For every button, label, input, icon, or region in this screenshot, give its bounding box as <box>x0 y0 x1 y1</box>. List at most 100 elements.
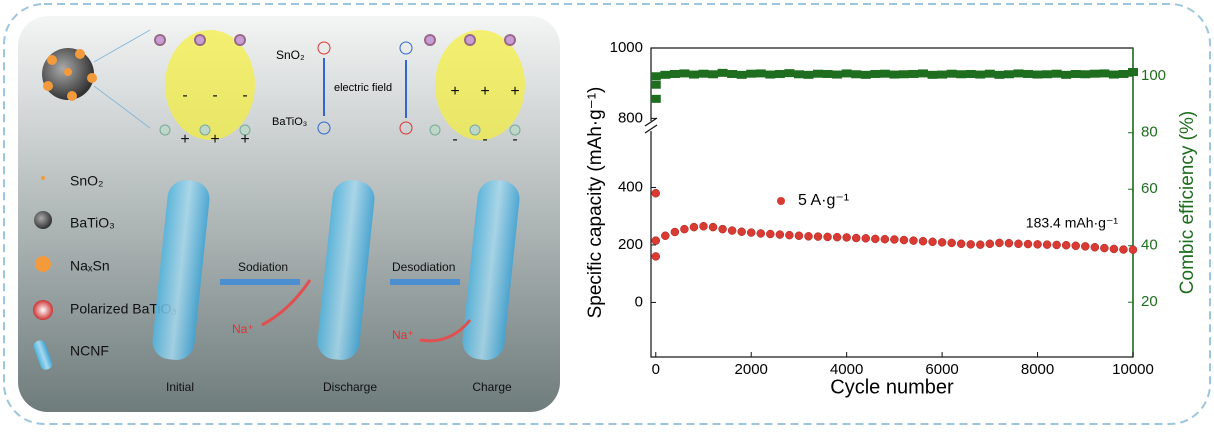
efficiency-point <box>984 69 995 78</box>
efficiency-point <box>727 69 738 78</box>
efficiency-point <box>956 70 967 79</box>
efficiency-point <box>1070 69 1081 78</box>
efficiency-point <box>1080 70 1091 79</box>
arrow-label: Desodiation <box>392 260 455 274</box>
capacity-point <box>1100 243 1109 253</box>
capacity-point <box>976 240 985 249</box>
plot-frame <box>650 47 1134 358</box>
label: BaTiO₃ <box>272 116 307 128</box>
capacity-point <box>651 236 661 245</box>
efficiency-point <box>937 70 948 79</box>
svg-text:+: + <box>180 131 189 148</box>
efficiency-point <box>870 69 881 78</box>
x-tick-label: 8000 <box>1021 361 1054 378</box>
capacity-point <box>1014 239 1023 249</box>
capacity-point <box>1033 240 1042 249</box>
legend-label: NCNF <box>70 343 109 359</box>
capacity-point <box>928 237 937 247</box>
y2-tick-label: 100 <box>1141 67 1166 84</box>
efficiency-point <box>1003 70 1014 79</box>
svg-text:+: + <box>450 83 459 100</box>
capacity-point <box>1119 245 1128 254</box>
efficiency-point <box>889 70 900 79</box>
capacity-point <box>1081 242 1090 251</box>
y2-tick-label: 20 <box>1141 293 1158 310</box>
chart: 0 2000 4000 6000 8000 10000 0 200 400 800 1000 20 40… <box>585 39 1198 398</box>
x-tick-label: 10000 <box>1112 361 1154 378</box>
capacity-point <box>1128 245 1138 254</box>
capacity-point <box>727 226 737 235</box>
efficiency-point <box>927 70 938 79</box>
efficiency-point <box>965 69 976 78</box>
capacity-point <box>1109 244 1119 254</box>
capacity-point <box>861 234 871 243</box>
capacity-point <box>689 222 699 232</box>
efficiency-point <box>755 69 766 78</box>
capacity-point <box>680 224 689 234</box>
svg-text:-: - <box>182 87 187 104</box>
efficiency-point <box>784 69 795 78</box>
capacity-point <box>899 235 909 245</box>
capacity-point <box>785 230 794 240</box>
svg-text:-: - <box>452 131 457 148</box>
efficiency-point <box>679 69 690 78</box>
capacity-point <box>766 229 775 239</box>
efficiency-point <box>860 70 871 79</box>
efficiency-point <box>660 70 671 79</box>
capacity-point <box>756 229 766 238</box>
efficiency-point <box>650 72 661 81</box>
capacity-point <box>966 240 975 249</box>
capacity-point <box>918 236 928 246</box>
legend-label: BaTiO₃ <box>70 215 115 231</box>
stage-label: Charge <box>472 380 512 394</box>
efficiency-point <box>650 80 661 89</box>
y-tick-label: 200 <box>618 236 643 253</box>
efficiency-point <box>1118 69 1129 78</box>
legend-label: Polarized BaTiO₃ <box>70 301 177 317</box>
efficiency-point <box>1108 70 1119 79</box>
efficiency-point <box>746 69 757 78</box>
label: electric field <box>334 82 392 94</box>
x-tick-label: 4000 <box>830 361 863 378</box>
capacity-point <box>1090 242 1100 252</box>
y2-axis-label: Combic efficiency (%) <box>1177 111 1198 294</box>
efficiency-point <box>1099 69 1110 78</box>
efficiency-point <box>908 69 919 78</box>
capacity-point <box>670 227 680 237</box>
efficiency-point <box>851 70 862 79</box>
efficiency-point <box>1032 70 1043 79</box>
y-tick-label: 800 <box>618 109 643 126</box>
capacity-point <box>651 188 661 198</box>
capacity-point <box>947 238 956 248</box>
arrow-label: Sodiation <box>238 260 288 274</box>
capacity-point <box>823 232 832 242</box>
y-tick-label: 400 <box>618 178 643 195</box>
y2-tick-label: 80 <box>1141 124 1158 141</box>
capacity-point <box>1004 238 1014 248</box>
efficiency-point <box>1042 70 1053 79</box>
efficiency-point <box>717 68 728 77</box>
legend-label: 5 A·g⁻¹ <box>798 192 849 209</box>
efficiency-point <box>841 69 852 78</box>
capacity-point <box>956 239 966 249</box>
capacity-point <box>718 224 727 234</box>
efficiency-point <box>832 70 843 79</box>
y-axis-label: Specific capacity (mAh·g⁻¹) <box>585 87 606 319</box>
capacity-point <box>937 238 947 247</box>
legend-label: NaₓSn <box>70 258 110 274</box>
efficiency-point <box>669 69 680 78</box>
efficiency-point <box>1089 69 1100 78</box>
capacity-point <box>880 234 890 244</box>
capacity-point <box>661 231 670 240</box>
efficiency-point <box>803 70 814 79</box>
legend-marker <box>777 197 785 205</box>
efficiency-point <box>975 70 986 79</box>
label: SnO₂ <box>276 48 305 62</box>
capacity-point <box>995 238 1004 248</box>
capacity-point <box>1052 240 1061 250</box>
capacity-point <box>890 235 899 244</box>
capacity-point <box>871 234 880 244</box>
ion-label: Na⁺ <box>392 328 414 342</box>
svg-text:-: - <box>482 131 487 148</box>
capacity-point <box>737 227 746 236</box>
